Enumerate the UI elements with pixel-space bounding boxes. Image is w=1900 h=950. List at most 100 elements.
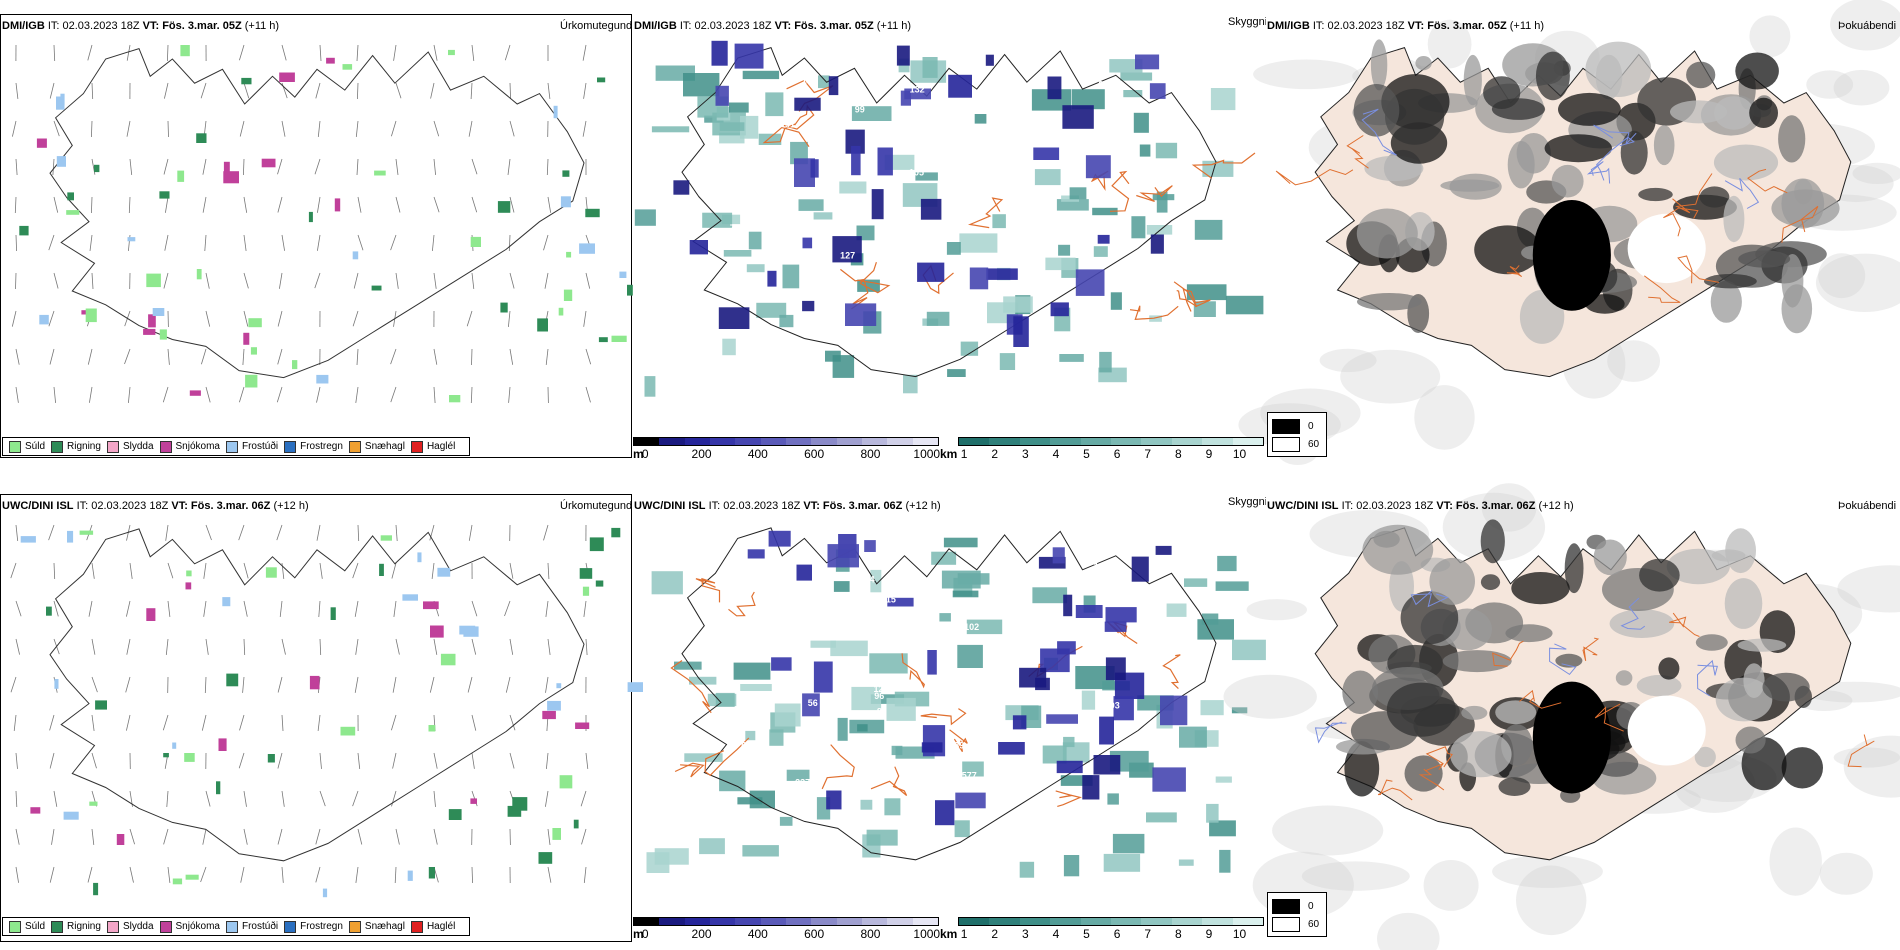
cloud-base-label: 72	[1028, 732, 1038, 742]
precip-type-map-bottom	[10, 524, 643, 898]
cloud-base-label: 96	[874, 691, 884, 701]
colorbar-cell	[735, 918, 761, 925]
wind-barbs-bottom	[10, 524, 590, 884]
colorbar-cell	[1202, 918, 1233, 925]
clouds-panel-top: 113 67 91 103 132 129 127 105 160 86 99 72 80 102 98 14…	[633, 14, 1265, 458]
colorbar-cell	[1232, 918, 1264, 925]
colorbar-tick-label: 3	[1021, 927, 1029, 941]
fog-map-bottom	[1223, 483, 1900, 950]
colorbar-tick-label: 1	[960, 927, 968, 941]
colorbar-cell	[709, 438, 736, 445]
legend-item: Slydda	[106, 440, 154, 453]
colorbar-tick-label: 800	[860, 447, 881, 461]
colorbar-cell	[1080, 918, 1112, 925]
colorbar-tick-label: 10	[1232, 447, 1247, 461]
cloud-base-label: 65	[741, 741, 751, 751]
colorbar-cell	[912, 438, 938, 445]
colorbar-cell	[836, 918, 862, 925]
cloud-base-label: 102	[964, 622, 979, 632]
colorbar-tick-label: 10	[1232, 927, 1247, 941]
cloud-base-label: 93	[995, 560, 1005, 570]
cloud-base-label: 99	[855, 105, 865, 115]
colorbar-cell	[959, 438, 990, 445]
colorbar-cell	[1050, 918, 1081, 925]
colorbar-cell	[1111, 438, 1142, 445]
colorbar-tick-label: 1000	[913, 927, 941, 941]
colorbar-tick-label: 4	[1052, 927, 1060, 941]
colorbar-cell	[861, 918, 888, 925]
colorbar-tick-label: 1000	[913, 447, 941, 461]
colorbar-cell	[659, 438, 685, 445]
colorbar-cell	[659, 918, 685, 925]
fog-legend-bottom: 0 60	[1267, 892, 1327, 937]
cloud-base-label: 200	[730, 630, 745, 640]
visibility-colorbar-top: 1 2 3 4 5 6 7 8 9 10	[958, 437, 1264, 461]
precip-legend-top: Súld Rigning Slydda Snjókoma Frostúði Fr…	[2, 437, 470, 456]
colorbar-tick-label: 4	[1052, 447, 1060, 461]
cloud-base-label: 134	[860, 575, 875, 585]
colorbar-cell	[887, 438, 913, 445]
cloud-base-label: 139	[949, 741, 964, 751]
colorbar-cell	[836, 438, 862, 445]
colorbar-tick-label: 6	[1113, 447, 1121, 461]
fog-panel-top	[1238, 0, 1900, 465]
legend-item: Rigning	[51, 920, 101, 933]
colorbar-cell	[1232, 438, 1264, 445]
colorbar-tick-label: 5	[1083, 927, 1090, 941]
cloud-base-label: 87	[877, 706, 887, 716]
colorbar-tick-label: 600	[804, 447, 825, 461]
cloud-base-label: 577	[962, 771, 977, 781]
legend-item: Snjókoma	[159, 440, 220, 453]
legend-item: Snjókoma	[159, 920, 220, 933]
colorbar-tick-label: 8	[1174, 927, 1182, 941]
colorbar-cell	[959, 918, 990, 925]
colorbar-cell	[1019, 918, 1051, 925]
colorbar-cell	[912, 918, 938, 925]
colorbar-cell	[989, 918, 1020, 925]
cloud-base-label: 113	[1164, 108, 1179, 118]
colorbar-cell	[811, 918, 837, 925]
panel-title-precip-bottom: Úrkomutegund	[560, 500, 633, 512]
colorbar-cell	[1111, 918, 1142, 925]
precip-type-panel-top	[0, 14, 633, 458]
cloud-base-label: 102	[895, 241, 910, 251]
precip-legend-bottom: Súld Rigning Slydda Snjókoma Frostúði Fr…	[2, 917, 470, 936]
colorbar-tick-label: 9	[1205, 447, 1213, 461]
colorbar-tick-label: 0	[641, 927, 649, 941]
legend-item: Rigning	[51, 440, 101, 453]
colorbar-cell	[684, 438, 710, 445]
cloud-base-label: 161	[1033, 159, 1048, 169]
colorbar-tick-label: 9	[1205, 927, 1213, 941]
colorbar-cell	[989, 438, 1020, 445]
colorbar-cell	[760, 438, 786, 445]
cloud-base-label: 74	[964, 160, 974, 170]
colorbar-cell	[1141, 918, 1172, 925]
header-bottom-left: UWC/DINI ISL IT: 02.03.2023 18Z VT: Fös.…	[2, 500, 309, 512]
colorbar-tick-label: 200	[691, 447, 712, 461]
colorbar-cell	[1080, 438, 1112, 445]
colorbar-tick-label: 0	[641, 447, 649, 461]
fog-panel-bottom	[1223, 483, 1900, 950]
panel-title-clouds-top: Skyggni	[1228, 16, 1268, 28]
colorbar-cell	[760, 918, 786, 925]
cloud-base-colorbar-bottom: 0 200 400 600 800 1000	[633, 917, 941, 941]
colorbar-tick-label: 1	[960, 447, 968, 461]
colorbar-cell	[785, 918, 812, 925]
colorbar-tick-label: 600	[804, 927, 825, 941]
colorbar-tick-label: 7	[1144, 927, 1152, 941]
header-bottom-right: UWC/DINI ISL IT: 02.03.2023 18Z VT: Fös.…	[1267, 500, 1574, 512]
panel-title-clouds-bottom: Skyggni	[1228, 496, 1268, 508]
cloud-base-label: 105	[909, 168, 924, 178]
colorbar-cell	[634, 918, 660, 925]
colorbar-tick-label: 800	[860, 927, 881, 941]
colorbar-cell	[684, 918, 710, 925]
legend-item: Frostregn	[284, 920, 343, 933]
visibility-unit-bottom: km	[940, 927, 958, 941]
colorbar-tick-label: 400	[747, 447, 768, 461]
panel-title-fog-top: Þokuábendi	[1838, 20, 1897, 32]
colorbar-tick-label: 7	[1144, 447, 1152, 461]
cloud-base-label: 91	[785, 119, 795, 129]
legend-item: Haglél	[410, 920, 455, 933]
cloud-base-label: 80	[994, 123, 1004, 133]
cloud-base-unit-top: m	[633, 447, 644, 461]
